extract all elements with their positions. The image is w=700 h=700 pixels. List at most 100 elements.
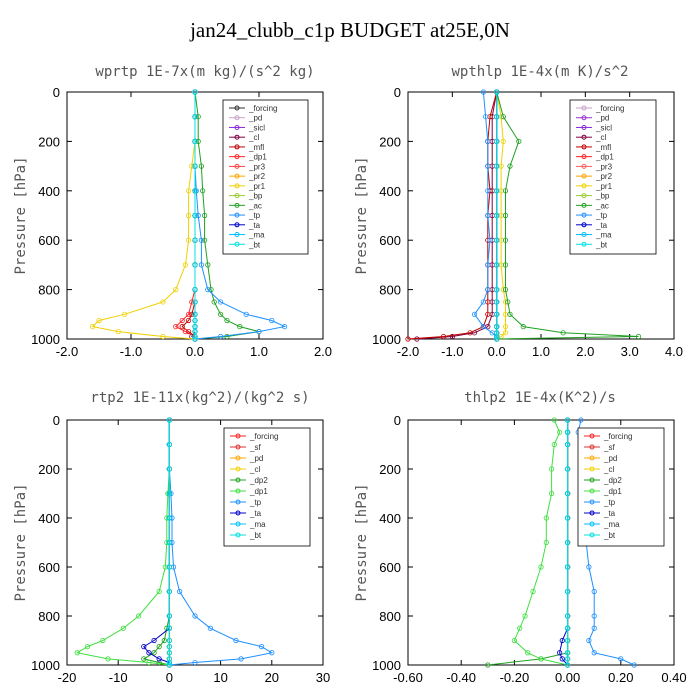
legend-box — [569, 99, 657, 255]
data-point — [564, 613, 571, 619]
data-point — [105, 656, 111, 662]
data-point — [243, 311, 249, 317]
x-tick-label: -0.40 — [446, 670, 476, 685]
legend-label: _sf — [603, 443, 615, 452]
y-tick-label: 600 — [379, 233, 401, 248]
data-point — [511, 637, 518, 644]
data-point — [564, 650, 571, 656]
data-point — [192, 286, 198, 293]
data-point — [586, 564, 592, 570]
legend-label: _sicl — [595, 123, 612, 132]
data-point — [192, 138, 198, 144]
data-point — [160, 299, 166, 305]
legend-label: _bp — [595, 192, 610, 201]
data-point — [192, 262, 198, 268]
legend-label: _pr1 — [248, 182, 266, 191]
data-point — [141, 644, 147, 650]
legend-marker — [234, 154, 240, 160]
data-point — [202, 237, 208, 243]
data-point — [538, 564, 544, 570]
y-tick-label: 600 — [379, 560, 401, 575]
data-point — [564, 662, 571, 668]
data-point — [494, 188, 500, 194]
data-point — [156, 588, 162, 595]
data-point — [557, 429, 563, 435]
data-point — [182, 328, 188, 335]
data-point — [237, 324, 243, 330]
legend-marker — [589, 499, 595, 505]
data-point — [192, 237, 198, 243]
data-point — [564, 515, 571, 521]
data-point — [405, 336, 411, 342]
data-point — [485, 212, 491, 219]
legend-marker — [589, 455, 595, 461]
y-tick-label: 1000 — [372, 658, 401, 673]
data-point — [192, 328, 198, 335]
data-point — [166, 564, 172, 570]
legend-marker — [234, 115, 240, 121]
data-point — [192, 188, 198, 194]
y-tick-label: 400 — [38, 511, 60, 526]
y-tick-label: 200 — [38, 462, 60, 477]
data-point — [166, 656, 172, 662]
series-line-pr1 — [496, 91, 506, 340]
legend-label: _bt — [249, 531, 262, 540]
legend-label: _dp1 — [595, 153, 614, 162]
legend-label: _bt — [603, 531, 616, 540]
legend-label: _bt — [248, 240, 261, 249]
data-point — [520, 324, 526, 330]
data-point — [564, 625, 571, 631]
data-point — [564, 656, 571, 662]
x-tick-label: -0.60 — [393, 670, 423, 685]
series-line-pr1 — [91, 92, 196, 340]
legend-label: _forcing — [595, 104, 624, 113]
data-point — [502, 262, 509, 268]
data-point — [522, 613, 528, 619]
data-point — [502, 324, 509, 330]
data-point — [179, 324, 185, 330]
y-tick-label: 0 — [53, 413, 60, 428]
y-tick-label: 0 — [394, 413, 401, 428]
chart-panel-2: wpthlp 1E-4x(m K)/s^2 Pressure [hPa] -2.0 -… — [354, 64, 683, 359]
data-point — [564, 539, 571, 546]
chart-panel-4: thlp2 1E-4x(K^2)/s Pressure [hPa] -0.60 -0.… — [354, 390, 687, 685]
data-point — [198, 237, 204, 243]
data-point — [195, 212, 201, 219]
data-point — [192, 89, 198, 95]
data-point — [224, 317, 230, 324]
data-point — [471, 311, 478, 317]
data-point — [578, 417, 584, 423]
data-point — [480, 89, 486, 95]
x-tick-label: -0.20 — [500, 670, 530, 685]
legend-marker — [581, 163, 587, 169]
legend-label: _pr3 — [248, 162, 266, 171]
y-tick-label: 0 — [53, 85, 60, 100]
y-tick-label: 200 — [379, 462, 401, 477]
x-tick-label: -10 — [109, 670, 128, 685]
data-point — [189, 311, 195, 317]
data-point — [502, 286, 509, 293]
data-point — [635, 333, 642, 340]
legend-marker — [234, 222, 240, 228]
y-tick-label: 1000 — [372, 332, 401, 347]
y-axis-label: Pressure [hPa] — [13, 483, 29, 601]
data-point — [564, 466, 571, 472]
legend-marker — [581, 105, 587, 111]
legend-marker — [234, 144, 240, 150]
data-point — [211, 299, 217, 305]
series-line-ac — [496, 91, 639, 340]
x-tick-label: 1.0 — [250, 344, 268, 359]
data-point — [168, 490, 174, 497]
data-point — [281, 324, 288, 330]
legend-label: _forcing — [248, 104, 277, 113]
data-point — [166, 659, 172, 666]
legend-marker — [234, 202, 240, 208]
data-point — [530, 588, 536, 595]
data-point — [218, 333, 224, 340]
legend-marker — [234, 183, 240, 189]
chart-panel-1: wprtp 1E-7x(m kg)/(s^2 kg) Pressure [hPa]… — [13, 64, 332, 359]
data-point — [151, 637, 157, 644]
y-tick-label: 800 — [38, 283, 60, 298]
legend-marker — [581, 173, 587, 179]
legend-marker — [589, 466, 595, 472]
